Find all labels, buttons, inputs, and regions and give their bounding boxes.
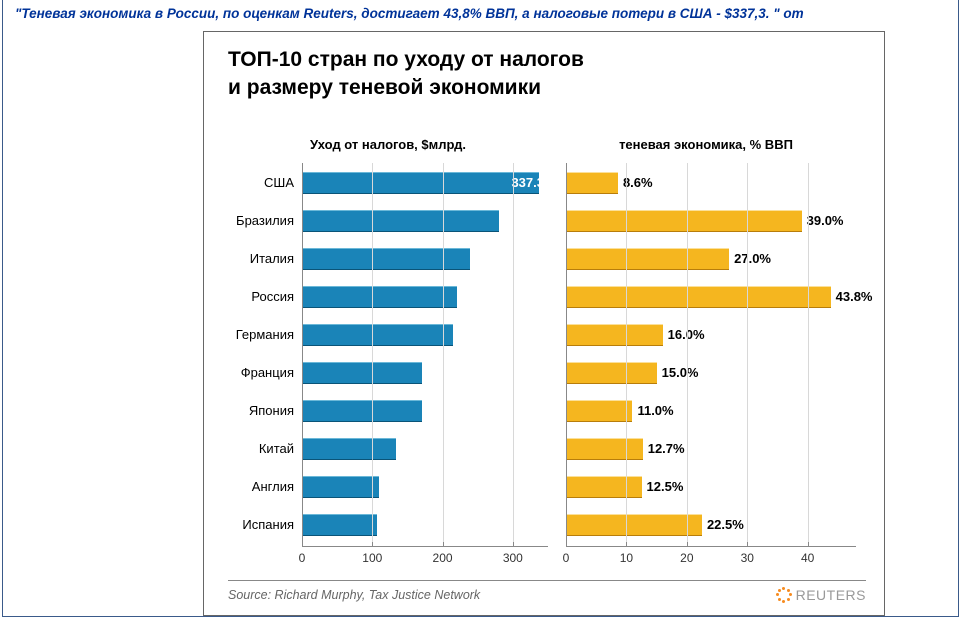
right-bar-cell: 16.0% [566,316,856,354]
country-label: Китай [228,441,302,456]
tax-value: 280.1 [347,213,544,228]
article-caption: "Теневая экономика в России, по оценкам … [3,4,958,27]
country-label: Англия [228,479,302,494]
tax-value: 221.0 [389,289,544,304]
shadow-value: 12.5% [647,479,684,494]
column-headers: Уход от налогов, $млрд. теневая экономик… [228,137,866,152]
left-bar-cell: 134.4 [302,430,548,468]
reuters-logo: REUTERS [776,587,866,603]
country-label: Франция [228,365,302,380]
right-bar-cell: 22.5% [566,506,856,544]
axis-tick: 20 [667,547,707,565]
country-label: Бразилия [228,213,302,228]
shadow-bar [566,172,618,194]
shadow-bar [566,514,702,536]
left-bar-cell: 221.0 [302,278,548,316]
axis-tick: 0 [282,547,322,565]
shadow-value: 12.7% [648,441,685,456]
chart-title-2: и размеру теневой экономики [228,74,866,102]
country-label: Германия [228,327,302,342]
left-bar-cell: 171.1 [302,392,548,430]
shadow-value: 22.5% [707,517,744,532]
axis-tick: 40 [788,547,828,565]
table-row: Англия 109.2 12.5% [228,468,866,506]
right-bar-cell: 12.7% [566,430,856,468]
shadow-bar [566,438,643,460]
right-bar-cell: 43.8% [566,278,856,316]
country-label: Италия [228,251,302,266]
tax-value: 215.0 [393,327,544,342]
left-bar-cell: 238.7 [302,240,548,278]
country-label: Россия [228,289,302,304]
right-bar-cell: 11.0% [566,392,856,430]
tax-bar [302,438,396,460]
x-axis-left: 0100200300 [302,546,548,574]
tax-bar [302,476,379,498]
right-bar-cell: 12.5% [566,468,856,506]
shadow-bar [566,210,802,232]
country-label: США [228,175,302,190]
shadow-bar [566,400,632,422]
shadow-value: 27.0% [734,251,771,266]
right-bar-cell: 27.0% [566,240,856,278]
x-axis-right: 010203040 [566,546,856,574]
axis-tick: 10 [606,547,646,565]
reuters-text: REUTERS [796,587,866,603]
shadow-value: 11.0% [637,403,673,418]
shadow-bar [566,362,657,384]
shadow-bar [566,286,831,308]
table-row: США 337.3 8.6% [228,164,866,202]
table-row: Россия 221.0 43.8% [228,278,866,316]
tax-value: 107.4 [469,517,544,532]
table-row: Бразилия 280.1 39.0% [228,202,866,240]
outer-frame: "Теневая экономика в России, по оценкам … [2,0,959,617]
left-bar-cell: 171.3 [302,354,548,392]
shadow-bar [566,248,729,270]
shadow-bar [566,476,642,498]
chart-frame: ТОП-10 стран по уходу от налогов и разме… [203,31,885,616]
axis-tick: 200 [423,547,463,565]
tax-value: 337.3 [307,175,544,190]
table-row: Италия 238.7 27.0% [228,240,866,278]
axis-tick: 30 [727,547,767,565]
axes: 0 100 200 300 0 10 20 30 40 [228,546,866,574]
axis-tick: 0 [546,547,586,565]
table-row: Япония171.1 11.0% [228,392,866,430]
left-bar-cell: 109.2 [302,468,548,506]
shadow-value: 15.0% [662,365,699,380]
country-label: Испания [228,517,302,532]
axis-tick: 300 [493,547,533,565]
tax-value: 238.7 [376,251,544,266]
tax-value: 109.2 [467,479,544,494]
left-bar-cell: 337.3 [302,164,548,202]
table-row: Испания 107.4 22.5% [228,506,866,544]
shadow-value: 43.8% [836,289,873,304]
tax-bar [302,514,377,536]
left-header: Уход от налогов, $млрд. [228,137,548,152]
country-label: Япония [228,403,302,418]
table-row: Китай 134.4 12.7% [228,430,866,468]
table-row: Франция171.3 15.0% [228,354,866,392]
left-bar-cell: 107.4 [302,506,548,544]
tax-value: 134.4 [450,441,544,456]
reuters-icon [776,587,792,603]
left-bar-cell: 280.1 [302,202,548,240]
chart-title-1: ТОП-10 стран по уходу от налогов [228,46,866,74]
shadow-bar [566,324,663,346]
tax-bar [302,400,422,422]
left-bar-cell: 215.0 [302,316,548,354]
tax-bar [302,362,422,384]
right-bar-cell: 15.0% [566,354,856,392]
right-header: теневая экономика, % ВВП [556,137,856,152]
footer: Source: Richard Murphy, Tax Justice Netw… [228,580,866,603]
right-bar-cell: 39.0% [566,202,856,240]
shadow-value: 39.0% [807,213,844,228]
axis-tick: 100 [352,547,392,565]
source-text: Source: Richard Murphy, Tax Justice Netw… [228,588,480,602]
table-row: Германия 215.0 16.0% [228,316,866,354]
bar-rows: США 337.3 8.6% Бразилия 280.1 39.0% Италия 238.… [228,164,866,544]
right-bar-cell: 8.6% [566,164,856,202]
